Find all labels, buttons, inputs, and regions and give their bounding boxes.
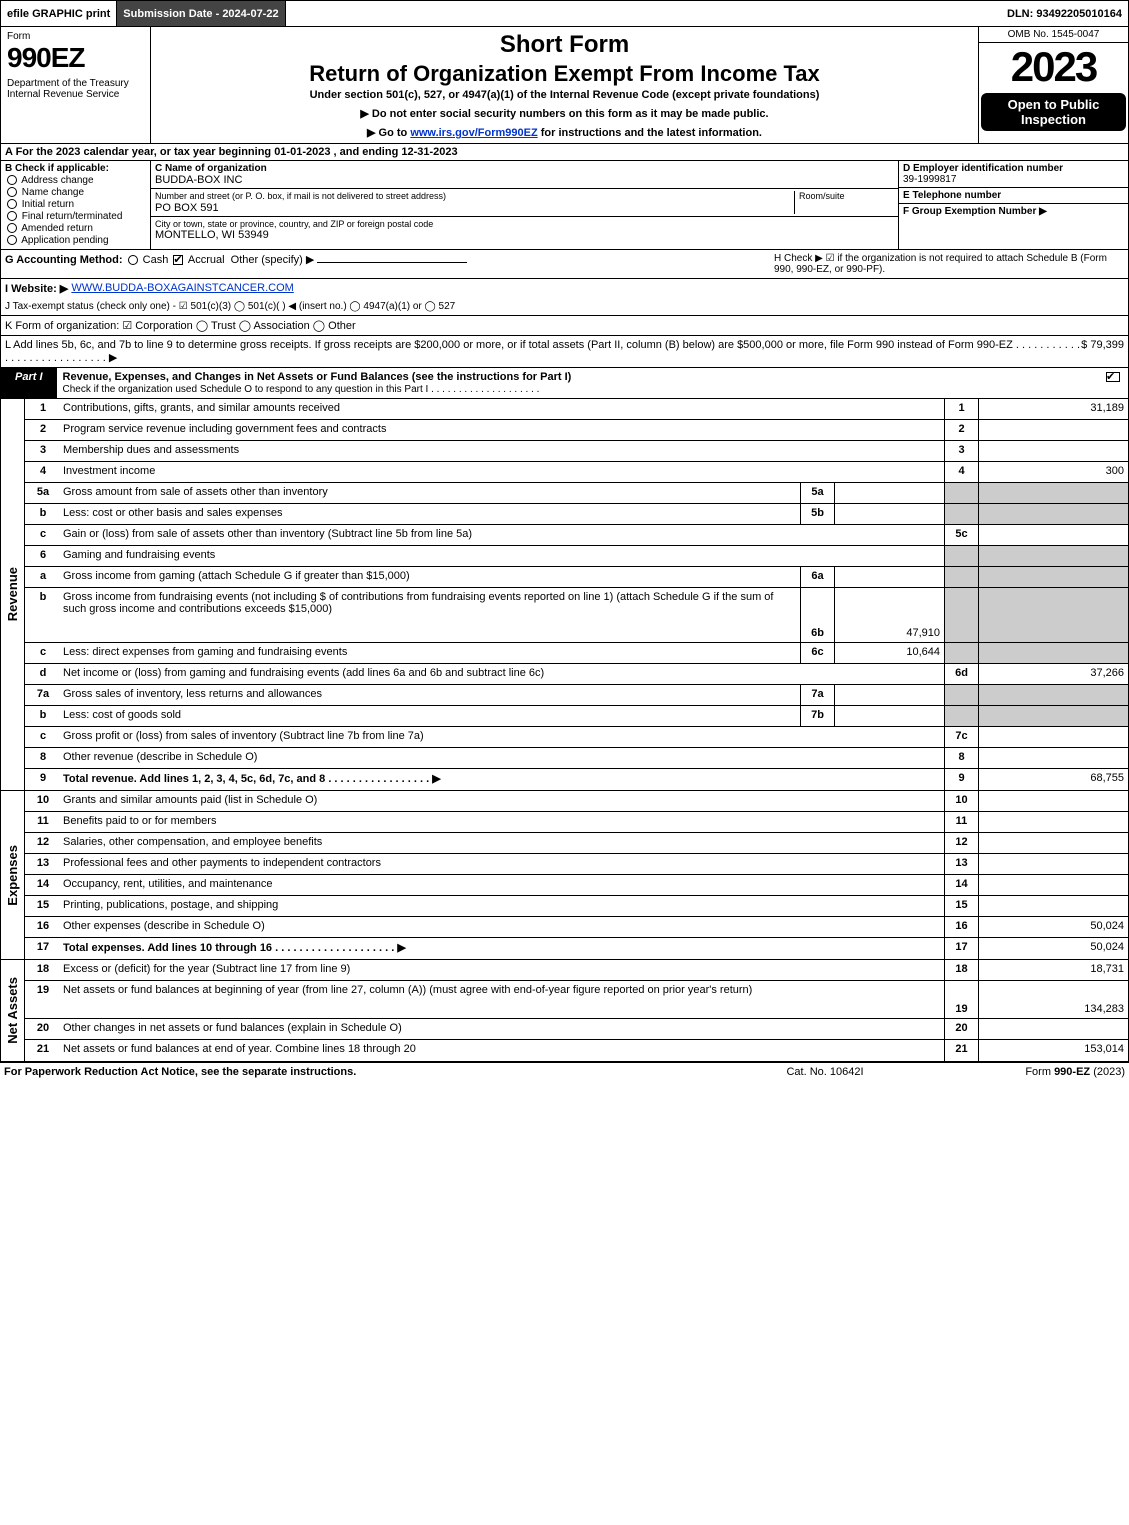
part1-scho-check[interactable] [1106, 372, 1120, 382]
cb-amended-return[interactable]: Amended return [5, 223, 146, 234]
netassets-table: Net Assets 18Excess or (deficit) for the… [1, 960, 1128, 1062]
cb-initial-return[interactable]: Initial return [5, 199, 146, 210]
val-21: 153,014 [978, 1040, 1128, 1061]
form-subtitle: Under section 501(c), 527, or 4947(a)(1)… [157, 89, 972, 101]
efile-label[interactable]: efile GRAPHIC print [1, 1, 117, 26]
g-label: G Accounting Method: [5, 254, 123, 266]
org-street: PO BOX 591 [155, 202, 219, 214]
row-a-text: A For the 2023 calendar year, or tax yea… [5, 146, 458, 158]
b-heading: B Check if applicable: [5, 163, 146, 174]
form-header: Form 990EZ Department of the Treasury In… [1, 27, 1128, 144]
val-19: 134,283 [978, 981, 1128, 1018]
topbar-spacer [286, 1, 1007, 26]
short-form-title: Short Form [157, 31, 972, 59]
cb-final-return[interactable]: Final return/terminated [5, 211, 146, 222]
expenses-label: Expenses [1, 791, 25, 959]
c-street-label: Number and street (or P. O. box, if mail… [155, 191, 446, 201]
f-label: F Group Exemption Number ▶ [903, 206, 1047, 217]
part1-header: Part I Revenue, Expenses, and Changes in… [1, 368, 1128, 399]
l-text: L Add lines 5b, 6c, and 7b to line 9 to … [5, 339, 1081, 364]
revenue-label: Revenue [1, 399, 25, 790]
row-a-taxyear: A For the 2023 calendar year, or tax yea… [1, 144, 1128, 161]
block-b-through-f: B Check if applicable: Address change Na… [1, 161, 1128, 250]
open-to-public: Open to Public Inspection [981, 93, 1126, 131]
part1-tab: Part I [1, 368, 57, 398]
section-b: B Check if applicable: Address change Na… [1, 161, 151, 249]
header-mid: Short Form Return of Organization Exempt… [151, 27, 978, 143]
form-word: Form [7, 31, 144, 42]
h-text: H Check ▶ ☑ if the organization is not r… [774, 253, 1124, 275]
section-c: C Name of organization BUDDA-BOX INC Num… [151, 161, 898, 249]
org-name: BUDDA-BOX INC [155, 174, 894, 186]
row-i: I Website: ▶ WWW.BUDDA-BOXAGAINSTCANCER.… [1, 279, 1128, 298]
part1-title: Revenue, Expenses, and Changes in Net As… [57, 368, 1098, 398]
val-9: 68,755 [978, 769, 1128, 790]
room-label: Room/suite [799, 191, 845, 201]
submission-date: Submission Date - 2024-07-22 [117, 1, 285, 26]
footer-mid: Cat. No. 10642I [725, 1066, 925, 1078]
top-bar: efile GRAPHIC print Submission Date - 20… [1, 1, 1128, 27]
val-2 [978, 420, 1128, 440]
cb-address-change[interactable]: Address change [5, 175, 146, 186]
c-city-label: City or town, state or province, country… [155, 219, 894, 229]
note-link-pre: ▶ Go to [367, 127, 410, 139]
header-left: Form 990EZ Department of the Treasury In… [1, 27, 151, 143]
e-label: E Telephone number [903, 190, 1001, 201]
irs-link[interactable]: www.irs.gov/Form990EZ [410, 127, 537, 139]
page-footer: For Paperwork Reduction Act Notice, see … [0, 1063, 1129, 1081]
g-accrual-check[interactable] [173, 255, 183, 265]
val-1: 31,189 [978, 399, 1128, 419]
c-name-label: C Name of organization [155, 163, 894, 174]
i-label: I Website: ▶ [5, 282, 68, 295]
department-label: Department of the Treasury Internal Reve… [7, 78, 144, 100]
tax-year: 2023 [979, 43, 1128, 91]
val-6b: 47,910 [834, 588, 944, 642]
val-6d: 37,266 [978, 664, 1128, 684]
expenses-table: Expenses 10Grants and similar amounts pa… [1, 791, 1128, 960]
cb-application-pending[interactable]: Application pending [5, 235, 146, 246]
val-6c: 10,644 [834, 643, 944, 663]
row-j: J Tax-exempt status (check only one) - ☑… [1, 298, 1128, 316]
val-17: 50,024 [978, 938, 1128, 959]
g-cash-radio[interactable] [128, 255, 138, 265]
val-3 [978, 441, 1128, 461]
netassets-label: Net Assets [1, 960, 25, 1061]
note-link: ▶ Go to www.irs.gov/Form990EZ for instru… [157, 126, 972, 139]
cb-name-change[interactable]: Name change [5, 187, 146, 198]
omb-number: OMB No. 1545-0047 [979, 27, 1128, 43]
form-number: 990EZ [7, 42, 144, 74]
form-container: efile GRAPHIC print Submission Date - 20… [0, 0, 1129, 1063]
header-right: OMB No. 1545-0047 2023 Open to Public In… [978, 27, 1128, 143]
form-title: Return of Organization Exempt From Incom… [157, 61, 972, 87]
note-link-post: for instructions and the latest informat… [538, 127, 762, 139]
val-4: 300 [978, 462, 1128, 482]
dln-label: DLN: 93492205010164 [1007, 1, 1128, 26]
revenue-table: Revenue 1Contributions, gifts, grants, a… [1, 399, 1128, 791]
row-l: L Add lines 5b, 6c, and 7b to line 9 to … [1, 336, 1128, 368]
val-18: 18,731 [978, 960, 1128, 980]
footer-right: Form 990-EZ (2023) [925, 1066, 1125, 1078]
note-ssn: ▶ Do not enter social security numbers o… [157, 107, 972, 120]
val-16: 50,024 [978, 917, 1128, 937]
footer-left: For Paperwork Reduction Act Notice, see … [4, 1066, 725, 1078]
ein-value: 39-1999817 [903, 174, 956, 185]
website-link[interactable]: WWW.BUDDA-BOXAGAINSTCANCER.COM [71, 282, 293, 294]
section-d-e-f: D Employer identification number 39-1999… [898, 161, 1128, 249]
row-k: K Form of organization: ☑ Corporation ◯ … [1, 316, 1128, 336]
org-city: MONTELLO, WI 53949 [155, 229, 894, 241]
l-value: $ 79,399 [1081, 339, 1124, 351]
d-label: D Employer identification number [903, 163, 1063, 174]
row-g-h: G Accounting Method: Cash Accrual Other … [1, 250, 1128, 279]
